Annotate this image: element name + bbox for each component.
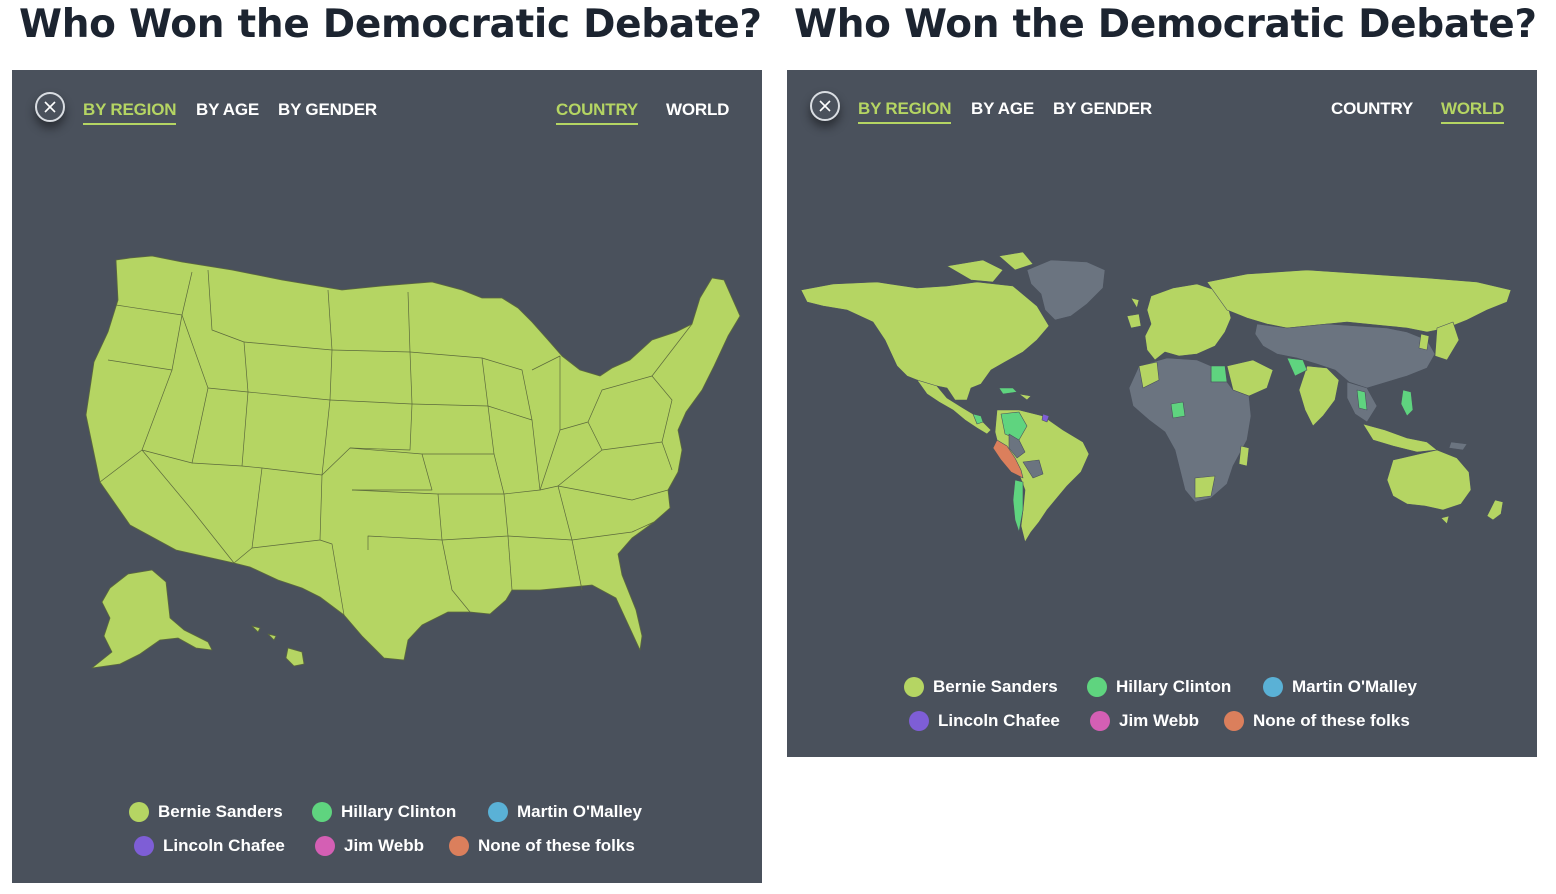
legend-lincoln-chafee[interactable]: Lincoln Chafee xyxy=(909,711,1060,731)
russia-shape[interactable] xyxy=(1206,269,1512,333)
close-button[interactable] xyxy=(810,91,840,121)
legend-dot xyxy=(1087,677,1107,697)
tab-country[interactable]: COUNTRY xyxy=(556,100,638,125)
tab-world[interactable]: WORLD xyxy=(1441,99,1504,124)
close-icon xyxy=(819,100,831,112)
legend-label: Lincoln Chafee xyxy=(938,711,1060,730)
legend-lincoln-chafee[interactable]: Lincoln Chafee xyxy=(134,836,285,856)
india-shape[interactable] xyxy=(1298,365,1340,427)
legend-martin-omalley[interactable]: Martin O'Malley xyxy=(488,802,642,822)
tab-country[interactable]: COUNTRY xyxy=(1331,99,1414,118)
africa-shape[interactable] xyxy=(1128,357,1252,503)
alaska-shape[interactable] xyxy=(91,569,213,669)
tab-by-region[interactable]: BY REGION xyxy=(83,100,176,125)
legend-none-of-these-folks[interactable]: None of these folks xyxy=(449,836,635,856)
legend-label: Hillary Clinton xyxy=(341,802,457,821)
legend-label: Hillary Clinton xyxy=(1116,677,1232,696)
legend-dot xyxy=(488,802,508,822)
legend-dot xyxy=(1263,677,1283,697)
legend-jim-webb[interactable]: Jim Webb xyxy=(315,836,424,856)
legend-dot xyxy=(904,677,924,697)
legend-jim-webb[interactable]: Jim Webb xyxy=(1090,711,1199,731)
tab-by-gender[interactable]: BY GENDER xyxy=(278,100,377,119)
greenland-shape[interactable] xyxy=(1026,259,1106,321)
legend-bernie-sanders[interactable]: Bernie Sanders xyxy=(904,677,1058,697)
legend-label: Bernie Sanders xyxy=(933,677,1058,696)
europe-shape[interactable] xyxy=(1144,283,1232,361)
tab-by-age[interactable]: BY AGE xyxy=(196,100,260,119)
page-title: Who Won the Democratic Debate? xyxy=(19,2,762,47)
us-states-shape[interactable] xyxy=(85,255,741,661)
legend-dot xyxy=(134,836,154,856)
close-icon xyxy=(44,101,56,113)
legend-none-of-these-folks[interactable]: None of these folks xyxy=(1224,711,1410,731)
legend-hillary-clinton[interactable]: Hillary Clinton xyxy=(1087,677,1231,697)
us-map xyxy=(85,255,741,669)
legend-label: Jim Webb xyxy=(1119,711,1199,730)
legend-label: Martin O'Malley xyxy=(517,802,642,821)
legend-label: Martin O'Malley xyxy=(1292,677,1417,696)
hawaii-shape[interactable] xyxy=(285,647,305,667)
legend-dot xyxy=(1224,711,1244,731)
australia-shape[interactable] xyxy=(1386,449,1472,511)
close-button[interactable] xyxy=(35,92,65,122)
legend-hillary-clinton[interactable]: Hillary Clinton xyxy=(312,802,456,822)
legend-label: Jim Webb xyxy=(344,836,424,855)
map-panel-world: BY REGION BY AGE BY GENDER COUNTRY WORLD xyxy=(787,70,1537,757)
legend-martin-omalley[interactable]: Martin O'Malley xyxy=(1263,677,1417,697)
tab-world[interactable]: WORLD xyxy=(666,100,730,119)
tab-by-region[interactable]: BY REGION xyxy=(858,99,951,124)
world-map xyxy=(800,251,1512,543)
legend-dot xyxy=(449,836,469,856)
legend-label: Lincoln Chafee xyxy=(163,836,285,855)
tab-by-age[interactable]: BY AGE xyxy=(971,99,1035,118)
legend-dot xyxy=(315,836,335,856)
legend-label: None of these folks xyxy=(1253,711,1410,730)
legend-dot xyxy=(312,802,332,822)
north-america-shape[interactable] xyxy=(800,281,1050,401)
legend-dot xyxy=(909,711,929,731)
map-panel-country: BY REGION BY AGE BY GENDER COUNTRY WORLD xyxy=(12,70,762,883)
legend-label: Bernie Sanders xyxy=(158,802,283,821)
page-title: Who Won the Democratic Debate? xyxy=(794,2,1537,47)
legend-dot xyxy=(129,802,149,822)
legend-dot xyxy=(1090,711,1110,731)
tab-by-gender[interactable]: BY GENDER xyxy=(1053,99,1152,118)
legend-bernie-sanders[interactable]: Bernie Sanders xyxy=(129,802,283,822)
legend-label: None of these folks xyxy=(478,836,635,855)
